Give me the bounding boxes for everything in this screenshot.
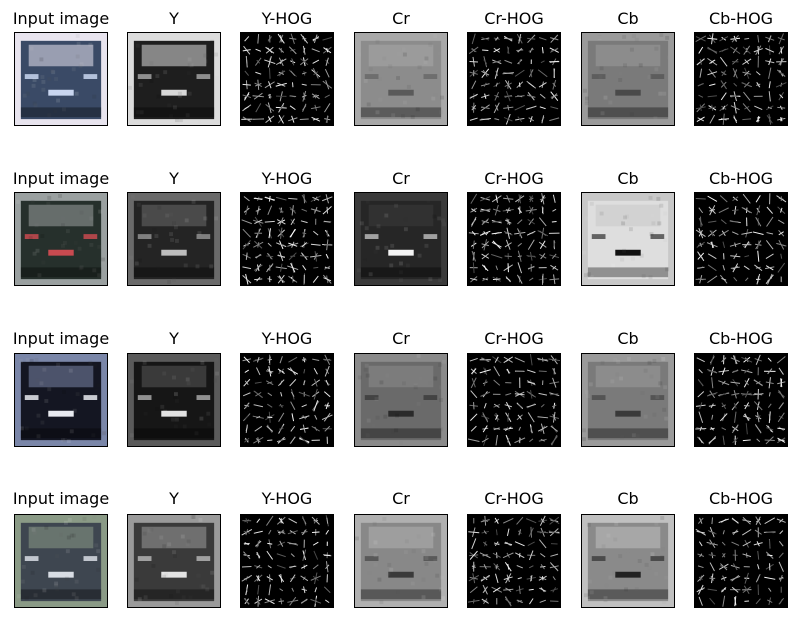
input-image-panel	[14, 32, 108, 126]
panel-title: Cr	[392, 9, 410, 28]
hog-panel	[467, 514, 561, 608]
hog-panel	[694, 353, 788, 447]
hog-panel	[240, 32, 334, 126]
hog-panel	[240, 514, 334, 608]
panel-title: Cr	[392, 329, 410, 348]
hog-panel	[694, 32, 788, 126]
hog-panel	[467, 32, 561, 126]
hog-panel	[694, 192, 788, 286]
channel-panel	[354, 192, 448, 286]
input-image-panel	[14, 353, 108, 447]
panel-title: Cb	[617, 329, 639, 348]
channel-panel	[354, 32, 448, 126]
hog-panel	[240, 353, 334, 447]
panel-title: Y	[169, 489, 179, 508]
hog-panel	[467, 353, 561, 447]
input-image-panel	[14, 514, 108, 608]
channel-panel	[581, 514, 675, 608]
panel-title: Input image	[12, 489, 110, 508]
channel-panel	[127, 514, 221, 608]
panel-title: Cr	[392, 489, 410, 508]
panel-title: Y	[169, 169, 179, 188]
panel-title: Cr-HOG	[484, 9, 544, 28]
channel-panel	[354, 514, 448, 608]
panel-title: Y-HOG	[261, 169, 313, 188]
channel-panel	[127, 192, 221, 286]
hog-panel	[467, 192, 561, 286]
panel-title: Cb-HOG	[708, 329, 774, 348]
channel-panel	[581, 192, 675, 286]
panel-title: Cr-HOG	[484, 329, 544, 348]
channel-panel	[354, 353, 448, 447]
panel-title: Cb-HOG	[708, 489, 774, 508]
panel-title: Cb	[617, 169, 639, 188]
panel-title: Cb-HOG	[708, 9, 774, 28]
panel-title: Y-HOG	[261, 489, 313, 508]
panel-title: Cb	[617, 489, 639, 508]
panel-title: Input image	[12, 9, 110, 28]
panel-title: Cr-HOG	[484, 489, 544, 508]
panel-title: Y-HOG	[261, 329, 313, 348]
panel-title: Y	[169, 329, 179, 348]
panel-title: Input image	[12, 169, 110, 188]
panel-title: Input image	[12, 329, 110, 348]
panel-title: Y	[169, 9, 179, 28]
hog-panel	[240, 192, 334, 286]
panel-title: Y-HOG	[261, 9, 313, 28]
panel-title: Cb	[617, 9, 639, 28]
channel-panel	[581, 32, 675, 126]
channel-panel	[581, 353, 675, 447]
panel-title: Cr-HOG	[484, 169, 544, 188]
panel-title: Cr	[392, 169, 410, 188]
hog-panel	[694, 514, 788, 608]
input-image-panel	[14, 192, 108, 286]
panel-title: Cb-HOG	[708, 169, 774, 188]
channel-panel	[127, 353, 221, 447]
channel-panel	[127, 32, 221, 126]
